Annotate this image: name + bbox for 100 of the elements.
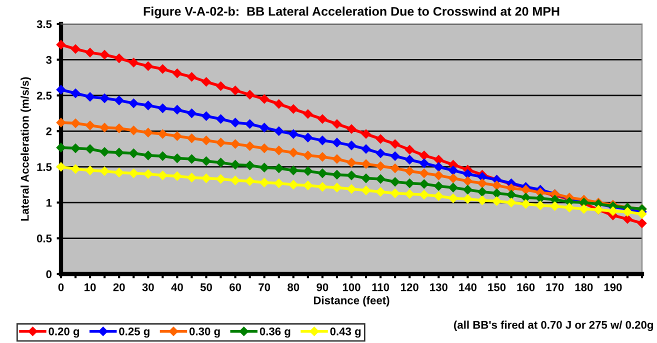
point [404, 166, 414, 176]
point [361, 144, 371, 154]
point [260, 178, 269, 188]
point [434, 155, 444, 164]
point [346, 140, 356, 150]
point [85, 166, 95, 176]
point [434, 170, 444, 180]
point [390, 188, 400, 198]
point [303, 180, 313, 190]
point [144, 150, 153, 160]
x-tick-label: 150 [488, 283, 506, 292]
point [129, 58, 138, 68]
point [288, 180, 298, 190]
point [303, 132, 313, 142]
point [420, 150, 429, 160]
point [622, 214, 632, 224]
point [288, 104, 298, 114]
point [332, 119, 342, 129]
x-tick-label: 130 [430, 283, 448, 292]
point [622, 207, 632, 216]
point [100, 147, 110, 156]
point [70, 44, 80, 54]
point [390, 177, 400, 186]
point [361, 129, 371, 139]
point [56, 118, 66, 128]
text: (all BB's fired at 0.70 J or 275 w/ 0.20g [454, 320, 653, 332]
point [100, 166, 110, 176]
point [478, 178, 487, 188]
point [216, 158, 226, 168]
point [260, 144, 269, 153]
x-tick-label: 0 [58, 283, 64, 292]
point [608, 206, 618, 216]
point [376, 148, 386, 158]
point [187, 134, 196, 143]
chart-title: Figure V-A-02-b: BB Lateral Acceleration Due to Crosswind at 20 MPH [144, 6, 560, 18]
point [376, 162, 386, 171]
point [158, 129, 168, 139]
point [318, 114, 328, 124]
point [274, 164, 284, 173]
point [448, 182, 458, 192]
point [187, 172, 196, 182]
point [158, 170, 168, 180]
point [129, 126, 138, 136]
point [332, 170, 342, 180]
x-tick-label: 10 [84, 283, 96, 292]
point [274, 146, 284, 156]
point [274, 126, 284, 136]
point [274, 178, 284, 188]
point [346, 158, 356, 168]
point [85, 92, 95, 102]
point [361, 159, 371, 169]
point [100, 122, 110, 132]
point [114, 148, 124, 158]
point [564, 202, 574, 212]
y-tick-label: 0.5 [36, 234, 52, 242]
point [144, 169, 153, 179]
point [361, 174, 371, 183]
point [114, 96, 124, 106]
point [404, 178, 414, 188]
point [129, 148, 138, 158]
point [172, 172, 182, 181]
x-tick-label: 120 [401, 283, 418, 292]
point [85, 144, 95, 154]
point [376, 174, 386, 184]
point [506, 198, 516, 208]
point [158, 64, 168, 74]
point [202, 77, 211, 86]
point [434, 182, 444, 191]
point [318, 152, 328, 162]
x-tick-label: 90 [316, 283, 328, 292]
point [56, 142, 66, 152]
x-tick-label: 100 [342, 283, 360, 292]
point [332, 138, 342, 148]
y-tick-label: 1 [46, 198, 52, 207]
legend-label: 0.25 g [119, 328, 150, 338]
x-tick-label: 180 [575, 283, 593, 292]
point [390, 139, 400, 149]
point [56, 40, 66, 50]
point [85, 48, 95, 58]
point [70, 118, 80, 128]
point [144, 100, 153, 110]
point [158, 152, 168, 161]
legend-label: 0.30 g [189, 328, 220, 338]
point [260, 94, 269, 104]
x-tick-label: 170 [546, 283, 564, 292]
point [70, 144, 80, 153]
y-tick-label: 0 [46, 270, 52, 278]
point [70, 164, 80, 174]
point [274, 99, 284, 109]
point [420, 158, 429, 168]
point [144, 62, 153, 71]
point [245, 160, 254, 170]
point [506, 190, 516, 200]
point [114, 168, 124, 178]
point [288, 166, 298, 176]
point [404, 189, 414, 199]
point [216, 114, 226, 124]
point [318, 182, 328, 192]
point [492, 188, 502, 198]
point [463, 176, 472, 186]
